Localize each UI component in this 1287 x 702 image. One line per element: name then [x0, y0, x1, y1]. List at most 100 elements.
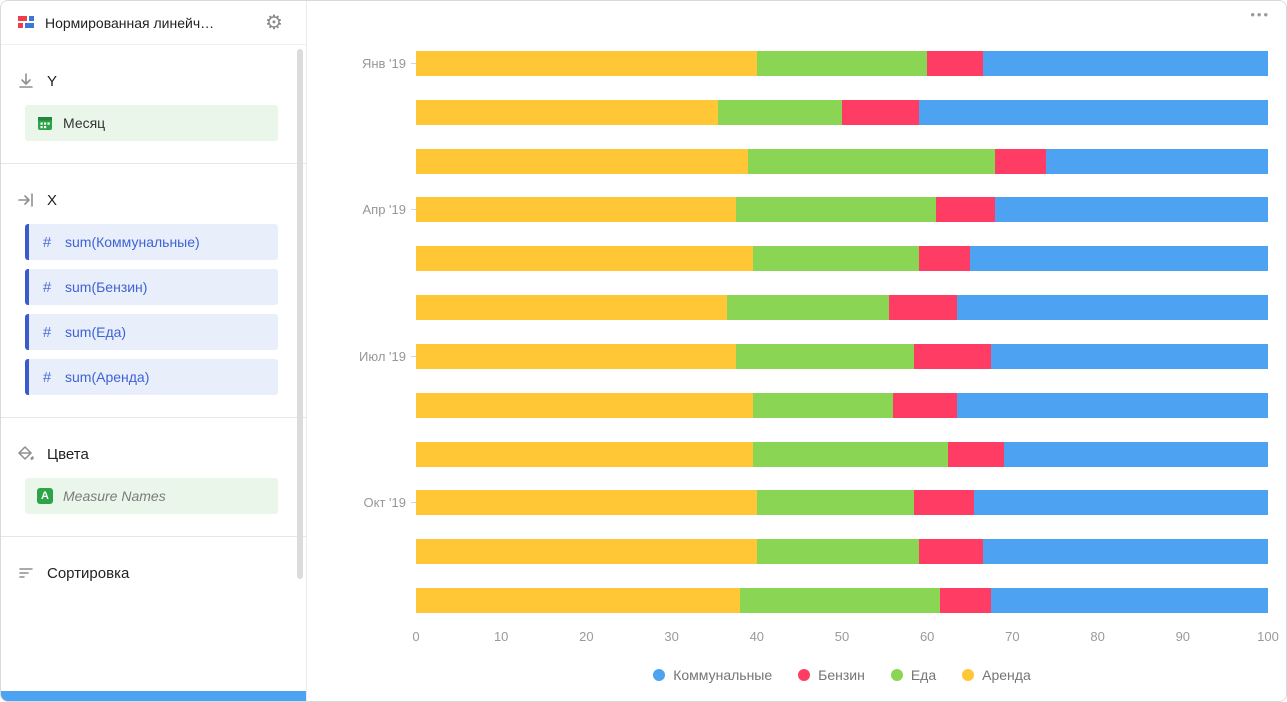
sidebar-scrollbar[interactable] [297, 49, 303, 579]
bar-segment[interactable] [756, 539, 919, 565]
stacked-bar[interactable] [416, 490, 1268, 516]
legend-item[interactable]: Коммунальные [653, 667, 772, 683]
bar-row: Окт '19 [319, 478, 1268, 527]
bar-segment[interactable] [416, 50, 757, 76]
bar-segment[interactable] [918, 539, 983, 565]
stacked-bar[interactable] [416, 148, 1268, 174]
legend-item[interactable]: Аренда [962, 667, 1031, 683]
bar-segment[interactable] [416, 441, 753, 467]
bar-segment[interactable] [735, 197, 936, 223]
bar-segment[interactable] [957, 392, 1268, 418]
field-chip-sum-eda[interactable]: # sum(Еда) [25, 314, 278, 350]
divider [1, 536, 306, 537]
bar-track [416, 148, 1268, 174]
legend-item[interactable]: Еда [890, 667, 936, 683]
calendar-icon [38, 117, 52, 130]
bar-segment[interactable] [416, 392, 753, 418]
legend-dot [890, 669, 903, 681]
bar-segment[interactable] [752, 441, 949, 467]
bar-segment[interactable] [948, 441, 1004, 467]
bar-track [416, 343, 1268, 369]
bar-segment[interactable] [918, 246, 970, 272]
bar-segment[interactable] [416, 490, 757, 516]
field-chip-month[interactable]: Месяц [25, 105, 278, 141]
bar-segment[interactable] [914, 490, 975, 516]
bar-row [319, 430, 1268, 479]
bar-segment[interactable] [726, 295, 889, 321]
bar-segment[interactable] [752, 246, 919, 272]
field-chip-label: Measure Names [63, 488, 166, 504]
stacked-bar[interactable] [416, 295, 1268, 321]
legend-item[interactable]: Бензин [798, 667, 865, 683]
bar-segment[interactable] [416, 99, 719, 125]
stacked-bar[interactable] [416, 588, 1268, 614]
bar-segment[interactable] [995, 148, 1047, 174]
field-chip-label: sum(Коммунальные) [65, 234, 200, 250]
bar-segment[interactable] [974, 490, 1268, 516]
bar-segment[interactable] [416, 343, 736, 369]
stacked-bar[interactable] [416, 343, 1268, 369]
legend-label: Бензин [818, 667, 865, 683]
stacked-bar[interactable] [416, 441, 1268, 467]
field-chip-label: sum(Бензин) [65, 279, 148, 295]
bar-segment[interactable] [893, 392, 957, 418]
chart-panel: ••• Янв '19 Апр '19 Июл '19 Окт '19 0 10 20 30… [306, 1, 1286, 701]
chart-title: Нормированная линейч… [45, 14, 215, 31]
bar-segment[interactable] [1003, 441, 1268, 467]
bar-segment[interactable] [1046, 148, 1268, 174]
settings-gear-icon[interactable]: ⚙ [265, 11, 283, 34]
stacked-bar[interactable] [416, 50, 1268, 76]
bar-segment[interactable] [982, 50, 1268, 76]
field-chip-sum-kommunalnye[interactable]: # sum(Коммунальные) [25, 224, 278, 260]
bar-segment[interactable] [739, 588, 940, 614]
bar-segment[interactable] [935, 197, 996, 223]
x-axis-tick-label: 30 [664, 629, 679, 644]
bar-segment[interactable] [756, 50, 928, 76]
section-sort-header: Сортировка [1, 561, 306, 585]
bar-segment[interactable] [927, 50, 983, 76]
bar-segment[interactable] [982, 539, 1268, 565]
bar-segment[interactable] [914, 343, 992, 369]
bar-segment[interactable] [918, 99, 1268, 125]
bar-segment[interactable] [416, 588, 740, 614]
more-menu-icon[interactable]: ••• [1250, 7, 1270, 22]
bar-track [416, 99, 1268, 125]
stacked-bar[interactable] [416, 392, 1268, 418]
bar-segment[interactable] [718, 99, 842, 125]
field-chip-sum-arenda[interactable]: # sum(Аренда) [25, 359, 278, 395]
bar-row [319, 88, 1268, 137]
bar-segment[interactable] [969, 246, 1268, 272]
stacked-bar[interactable] [416, 197, 1268, 223]
bar-segment[interactable] [735, 343, 915, 369]
bar-segment[interactable] [416, 539, 757, 565]
x-axis-tick-label: 80 [1090, 629, 1105, 644]
y-axis-tick [411, 355, 416, 357]
bar-segment[interactable] [957, 295, 1268, 321]
bar-segment[interactable] [756, 490, 915, 516]
sidebar-horizontal-scrollbar[interactable] [1, 691, 306, 701]
field-chip-measure-names[interactable]: A Measure Names [25, 478, 278, 514]
bar-segment[interactable] [939, 588, 992, 614]
bar-segment[interactable] [841, 99, 919, 125]
stacked-bar[interactable] [416, 539, 1268, 565]
bar-segment[interactable] [416, 246, 753, 272]
bar-segment[interactable] [752, 392, 894, 418]
sidebar-header: Нормированная линейч… ⚙ [1, 1, 306, 45]
stacked-bar[interactable] [416, 99, 1268, 125]
divider [1, 163, 306, 164]
bar-segment[interactable] [888, 295, 957, 321]
bar-row [319, 234, 1268, 283]
bar-segment[interactable] [416, 148, 749, 174]
stacked-bar[interactable] [416, 246, 1268, 272]
bar-row: Янв '19 [319, 39, 1268, 88]
bar-segment[interactable] [995, 197, 1268, 223]
bar-segment[interactable] [416, 197, 736, 223]
bar-segment[interactable] [416, 295, 727, 321]
bar-segment[interactable] [991, 588, 1268, 614]
bar-segment[interactable] [991, 343, 1268, 369]
field-chip-sum-benzin[interactable]: # sum(Бензин) [25, 269, 278, 305]
y-axis-label: Окт '19 [363, 495, 406, 511]
x-axis-tick-label: 10 [493, 629, 509, 644]
legend-dot [962, 669, 975, 681]
bar-segment[interactable] [748, 148, 996, 174]
